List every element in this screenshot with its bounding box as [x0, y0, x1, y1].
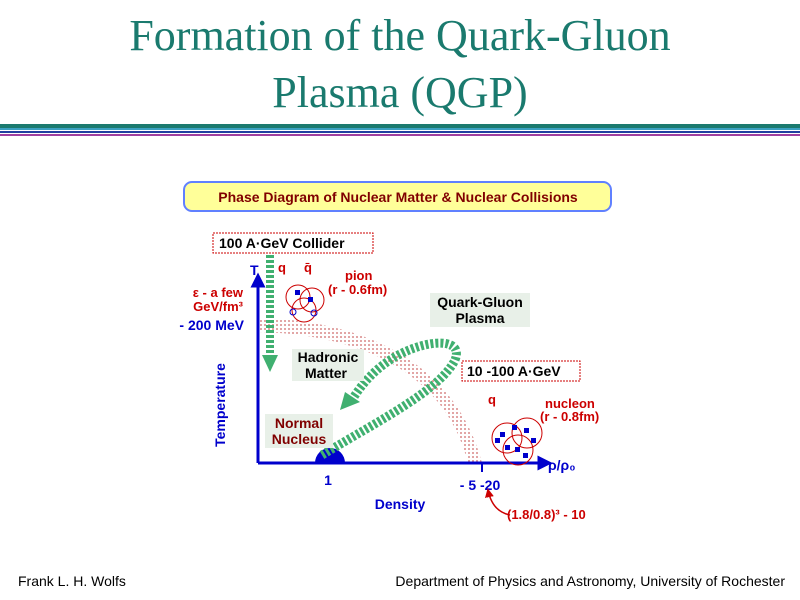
normal-label: Normal: [275, 415, 323, 431]
x-symbol: ρ/ρ₀: [548, 457, 576, 473]
pion-icon: [285, 284, 325, 323]
author: Frank L. H. Wolfs: [18, 573, 126, 589]
pion-radius: (r - 0.6fm): [328, 282, 387, 297]
hadronic-label: Matter: [305, 365, 348, 381]
temperature-mark: - 200 MeV: [179, 317, 244, 333]
antiquark-label: q̄: [304, 260, 312, 275]
y-title: Temperature: [212, 363, 228, 447]
sps-label: 10 -100 A·GeV: [467, 363, 561, 379]
qgp-label: Quark-Gluon: [437, 294, 523, 310]
region-box: [265, 414, 333, 448]
energy-density: GeV/fm³: [193, 299, 244, 314]
quark-label: q: [488, 392, 496, 407]
arrowhead: [262, 355, 278, 372]
region-box: [292, 349, 364, 381]
phase-boundary: [258, 318, 482, 463]
nucleon-label: nucleon: [545, 396, 595, 411]
quark-label: q: [278, 260, 286, 275]
nucleon-icon: [491, 417, 543, 466]
label-box: [212, 232, 374, 254]
y-symbol: T: [250, 262, 259, 278]
title: Plasma (QGP): [272, 68, 527, 117]
density-note: (1.8/0.8)³ - 10: [507, 507, 586, 522]
nucleus: [315, 448, 345, 463]
label-box: [461, 360, 581, 382]
caption-box: [183, 181, 612, 212]
hadronic-label: Hadronic: [298, 349, 359, 365]
caption: Phase Diagram of Nuclear Matter & Nuclea…: [218, 189, 578, 205]
title: Formation of the Quark-Gluon: [129, 11, 670, 60]
x-title: Density: [375, 496, 426, 512]
arrowhead: [340, 392, 360, 410]
divider: [0, 124, 800, 136]
qgp-label: Plasma: [455, 310, 504, 326]
pion-label: pion: [345, 268, 372, 283]
affiliation: Department of Physics and Astronomy, Uni…: [395, 573, 785, 589]
density-mark: - 5 -20: [460, 477, 501, 493]
note-arrow: [485, 488, 511, 516]
energy-density: ε - a few: [193, 285, 244, 300]
collision-arrow: [319, 338, 461, 459]
region-box: [430, 293, 530, 327]
nucleon-radius: (r - 0.8fm): [540, 409, 599, 424]
normal-label: Nucleus: [272, 431, 327, 447]
collider-label: 100 A·GeV Collider: [219, 235, 345, 251]
density-mark: 1: [324, 472, 332, 488]
